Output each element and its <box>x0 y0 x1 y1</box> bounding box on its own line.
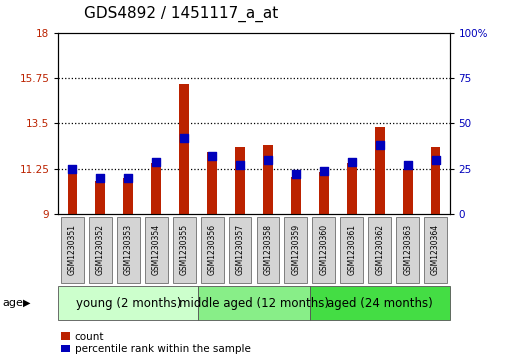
Point <box>152 159 160 164</box>
Bar <box>96 181 105 214</box>
Point <box>68 166 76 172</box>
Text: ▶: ▶ <box>23 298 30 308</box>
Point <box>264 157 272 163</box>
FancyBboxPatch shape <box>368 217 391 283</box>
Text: age: age <box>3 298 23 308</box>
Bar <box>291 177 301 214</box>
Text: GSM1230354: GSM1230354 <box>152 224 161 275</box>
Point <box>180 135 188 141</box>
Text: GSM1230361: GSM1230361 <box>347 224 356 275</box>
FancyBboxPatch shape <box>257 217 279 283</box>
Legend: count, percentile rank within the sample: count, percentile rank within the sample <box>61 331 251 354</box>
Text: GSM1230355: GSM1230355 <box>180 224 188 275</box>
Bar <box>179 84 189 214</box>
Point <box>292 171 300 177</box>
Text: GSM1230362: GSM1230362 <box>375 224 384 275</box>
Bar <box>403 170 412 214</box>
Text: GDS4892 / 1451117_a_at: GDS4892 / 1451117_a_at <box>84 5 278 22</box>
FancyBboxPatch shape <box>58 286 198 320</box>
Point <box>320 168 328 174</box>
Point <box>124 175 132 181</box>
Bar <box>431 147 440 214</box>
FancyBboxPatch shape <box>198 286 310 320</box>
Text: GSM1230353: GSM1230353 <box>124 224 133 275</box>
Point <box>208 153 216 159</box>
FancyBboxPatch shape <box>396 217 419 283</box>
FancyBboxPatch shape <box>89 217 112 283</box>
Text: GSM1230358: GSM1230358 <box>264 224 272 275</box>
FancyBboxPatch shape <box>424 217 447 283</box>
Bar <box>123 178 133 214</box>
Text: GSM1230359: GSM1230359 <box>292 224 300 275</box>
Bar <box>263 144 273 214</box>
Point <box>375 142 384 148</box>
Point <box>403 162 411 168</box>
Bar <box>375 127 385 214</box>
Bar <box>68 172 77 214</box>
FancyBboxPatch shape <box>310 286 450 320</box>
Text: GSM1230352: GSM1230352 <box>96 224 105 275</box>
FancyBboxPatch shape <box>117 217 140 283</box>
FancyBboxPatch shape <box>173 217 196 283</box>
FancyBboxPatch shape <box>61 217 84 283</box>
Text: middle aged (12 months): middle aged (12 months) <box>179 297 329 310</box>
Bar <box>151 163 161 214</box>
FancyBboxPatch shape <box>312 217 335 283</box>
FancyBboxPatch shape <box>340 217 363 283</box>
Text: GSM1230357: GSM1230357 <box>236 224 244 275</box>
Text: GSM1230360: GSM1230360 <box>320 224 328 275</box>
Bar <box>235 147 245 214</box>
FancyBboxPatch shape <box>145 217 168 283</box>
Point <box>236 162 244 168</box>
Text: young (2 months): young (2 months) <box>76 297 181 310</box>
Point <box>347 159 356 164</box>
Text: GSM1230356: GSM1230356 <box>208 224 216 275</box>
Bar <box>319 172 329 214</box>
FancyBboxPatch shape <box>229 217 251 283</box>
Bar <box>207 152 217 214</box>
Text: GSM1230364: GSM1230364 <box>431 224 440 275</box>
Bar <box>347 163 357 214</box>
Text: GSM1230351: GSM1230351 <box>68 224 77 275</box>
FancyBboxPatch shape <box>284 217 307 283</box>
Text: aged (24 months): aged (24 months) <box>327 297 433 310</box>
Point <box>96 175 104 181</box>
Point <box>431 157 439 163</box>
Text: GSM1230363: GSM1230363 <box>403 224 412 275</box>
FancyBboxPatch shape <box>201 217 224 283</box>
